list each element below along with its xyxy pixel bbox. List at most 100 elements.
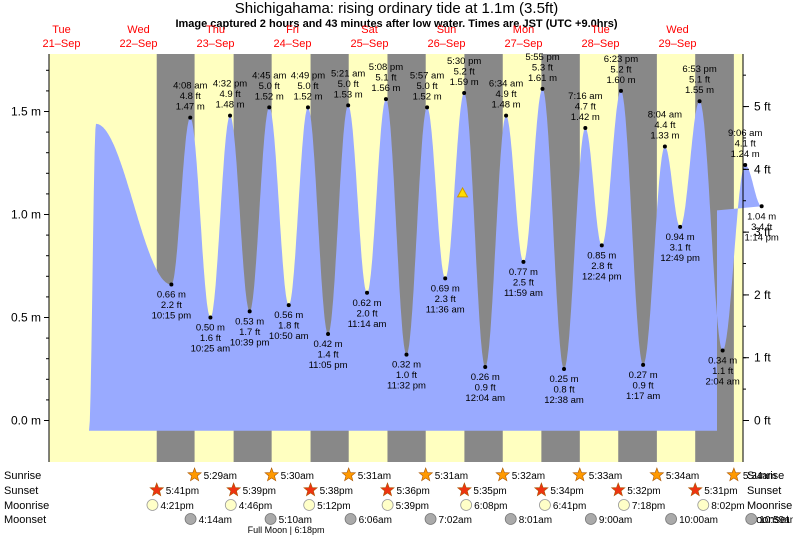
moonrise-time: 4:21pm (160, 501, 193, 512)
tide-label-low: 1.0 ft (396, 370, 417, 381)
day-date: 25–Sep (351, 38, 389, 50)
moonrise-icon (539, 499, 551, 511)
tide-label-low: 0.26 m (471, 372, 500, 383)
tide-label-low: 0.25 m (549, 374, 578, 385)
day-of-week: Sun (437, 24, 457, 36)
tide-label-low: 1.1 ft (712, 366, 733, 377)
tide-label-high: 1.52 m (293, 91, 322, 102)
tide-label-high: 1.55 m (685, 85, 714, 96)
moonset-icon (745, 513, 758, 525)
tide-label-high: 6:53 pm (682, 64, 716, 75)
tide-label-high: 1.24 m (731, 149, 760, 160)
tide-label-high: 7:16 am (568, 91, 602, 102)
sunset-icon (610, 482, 626, 497)
tide-label-low: 2.5 ft (513, 277, 534, 288)
moonset-icon (264, 513, 277, 525)
tide-point (521, 259, 526, 264)
tide-point (504, 113, 509, 118)
tide-label-low: 1.8 ft (278, 321, 299, 332)
sunrise-time: 5:31am (435, 471, 468, 482)
day-date: 21–Sep (43, 38, 81, 50)
tide-point (425, 105, 430, 110)
tide-label-low: 2:04 am (705, 376, 739, 387)
tide-label-low: 0.9 ft (633, 380, 654, 391)
row-label-moonset: Moonset (4, 514, 46, 526)
tide-label-high: 5:30 pm (447, 56, 481, 67)
tide-label-low: 0.77 m (509, 267, 538, 278)
tide-label-low: 1.04 m (747, 211, 776, 222)
row-label-right-sunrise: Sunrise (747, 470, 784, 482)
tide-label-low: 2.2 ft (161, 300, 182, 311)
tide-label-high: 5:55 pm (525, 52, 559, 63)
moonrise-icon (303, 499, 316, 511)
moonrise-time: 6:08pm (474, 501, 507, 512)
moonset-time: 8:01am (519, 515, 552, 526)
tide-point (540, 86, 545, 91)
y-tick-label-right: 4 ft (754, 162, 771, 176)
tide-label-high: 4:08 am (173, 81, 207, 92)
tide-label-low: 0.53 m (235, 316, 264, 327)
tide-label-low: 1.4 ft (317, 349, 338, 360)
tide-point (286, 303, 291, 308)
tide-label-low: 2.8 ft (591, 261, 612, 272)
tide-point (365, 290, 370, 295)
moonset-icon (344, 513, 357, 525)
sunrise-time: 5:33am (589, 471, 622, 482)
tide-label-high: 5.1 ft (689, 75, 710, 86)
tide-label-low: 0.66 m (157, 290, 186, 301)
tide-label-low: 10:39 pm (230, 337, 270, 348)
tide-label-high: 1.48 m (492, 100, 521, 111)
moonset-time: 10:00am (679, 515, 718, 526)
tide-label-high: 4:32 pm (213, 79, 247, 90)
sunrise-icon (572, 467, 588, 482)
tide-label-high: 4:45 am (252, 70, 286, 81)
moonrise-icon (224, 499, 237, 511)
row-label-sunset: Sunset (4, 485, 38, 497)
sunset-icon (303, 482, 319, 497)
tide-label-high: 1.47 m (176, 102, 205, 113)
row-label-right-sunset: Sunset (747, 485, 781, 497)
day-of-week: Wed (127, 24, 149, 36)
moonrise-icon (697, 499, 710, 511)
tide-point (618, 88, 623, 93)
tide-area (89, 88, 762, 431)
tide-label-high: 5:08 pm (369, 62, 403, 73)
y-tick-label-left: 0.5 m (11, 311, 41, 325)
sunrise-icon (341, 467, 357, 482)
tide-label-high: 4:49 pm (291, 70, 325, 81)
tide-point (305, 105, 310, 110)
day-of-week: Sat (361, 24, 378, 36)
tide-label-high: 5.0 ft (338, 79, 359, 90)
tide-label-high: 1.60 m (606, 75, 635, 86)
tide-point (599, 243, 604, 248)
tide-label-high: 5:21 am (331, 68, 365, 79)
tide-label-low: 0.27 m (629, 370, 658, 381)
tide-label-low: 0.56 m (274, 310, 303, 321)
moonset-time: 5:10am (279, 515, 312, 526)
day-of-week: Fri (286, 24, 299, 36)
tide-label-high: 5.0 ft (297, 81, 318, 92)
sunrise-icon (649, 467, 665, 482)
tide-label-low: 0.42 m (314, 339, 343, 350)
tide-point (208, 315, 213, 320)
moonset-icon (665, 513, 677, 525)
tide-label-low: 0.69 m (431, 283, 460, 294)
tide-point (247, 309, 252, 314)
tide-label-high: 5.0 ft (259, 81, 280, 92)
day-date: 22–Sep (120, 38, 158, 50)
row-label-sunrise: Sunrise (4, 470, 41, 482)
tide-label-high: 4.9 ft (496, 89, 517, 100)
tide-point (641, 362, 646, 367)
tide-label-low: 1.7 ft (239, 327, 260, 338)
tide-label-high: 9:06 am (728, 128, 762, 139)
tide-point (662, 144, 667, 149)
sunrise-time: 5:30am (281, 471, 314, 482)
tide-label-low: 11:05 pm (309, 360, 348, 371)
sunrise-time: 5:29am (204, 471, 237, 482)
tide-label-high: 5:57 am (410, 70, 444, 81)
sunrise-time: 5:32am (512, 471, 545, 482)
tide-label-low: 12:38 am (544, 395, 584, 406)
tide-label-low: 11:32 pm (387, 381, 426, 392)
tide-label-high: 1.59 m (450, 77, 479, 88)
tide-label-low: 10:50 am (269, 331, 309, 342)
